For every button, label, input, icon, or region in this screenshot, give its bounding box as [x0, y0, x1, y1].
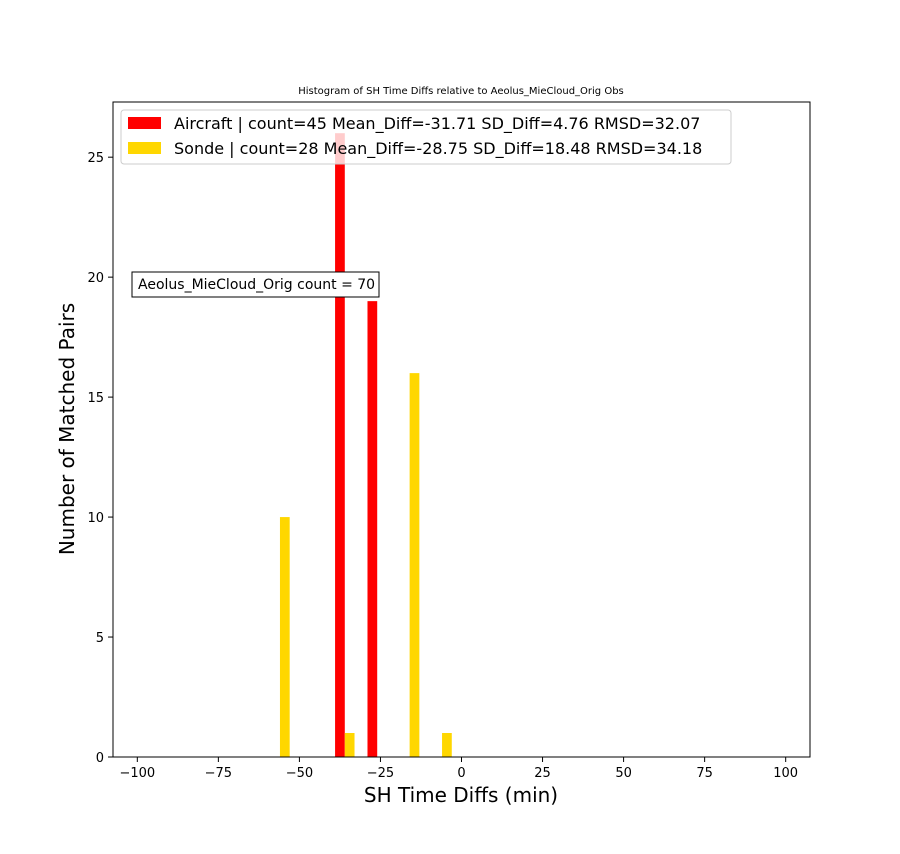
legend-frame — [120, 109, 732, 165]
bar-sonde-0 — [279, 517, 290, 757]
y-tick-label: 20 — [87, 271, 104, 286]
bar-sonde-2 — [409, 373, 420, 757]
y-tick-label: 25 — [87, 151, 104, 166]
x-tick-label: −75 — [205, 766, 232, 781]
legend: Aircraft | count=45 Mean_Diff=-31.71 SD_… — [120, 109, 732, 165]
bar-sonde-1 — [344, 733, 355, 757]
x-tick-label: −50 — [286, 766, 313, 781]
annotation-box: Aeolus_MieCloud_Orig count = 70 — [131, 271, 380, 298]
bars-layer — [279, 133, 452, 757]
annotation-text: Aeolus_MieCloud_Orig count = 70 — [138, 277, 375, 293]
x-tick-label: 100 — [773, 766, 798, 781]
y-tick-label: 5 — [96, 631, 104, 646]
x-axis-ticks: −100 −75 −50 −25 0 25 50 75 100 — [119, 757, 798, 781]
bar-aircraft-0 — [335, 133, 345, 757]
x-tick-label: −100 — [119, 766, 155, 781]
x-tick-label: 75 — [696, 766, 713, 781]
legend-swatch-aircraft — [128, 117, 161, 129]
x-tick-label: 25 — [534, 766, 551, 781]
x-tick-label: 50 — [615, 766, 632, 781]
y-tick-label: 10 — [87, 511, 104, 526]
chart-title: Histogram of SH Time Diffs relative to A… — [298, 86, 624, 97]
legend-label-aircraft: Aircraft | count=45 Mean_Diff=-31.71 SD_… — [174, 114, 700, 134]
bar-sonde-3 — [442, 733, 452, 757]
x-axis-label: SH Time Diffs (min) — [364, 783, 558, 807]
legend-swatch-sonde — [128, 142, 161, 154]
y-tick-label: 15 — [87, 391, 104, 406]
x-tick-label: −25 — [367, 766, 394, 781]
y-axis-label: Number of Matched Pairs — [55, 303, 79, 555]
y-tick-label: 0 — [96, 751, 104, 766]
bar-aircraft-1 — [367, 301, 378, 757]
legend-label-sonde: Sonde | count=28 Mean_Diff=-28.75 SD_Dif… — [174, 139, 702, 159]
y-axis-ticks: 0 5 10 15 20 25 — [87, 151, 113, 766]
x-tick-label: 0 — [457, 766, 465, 781]
